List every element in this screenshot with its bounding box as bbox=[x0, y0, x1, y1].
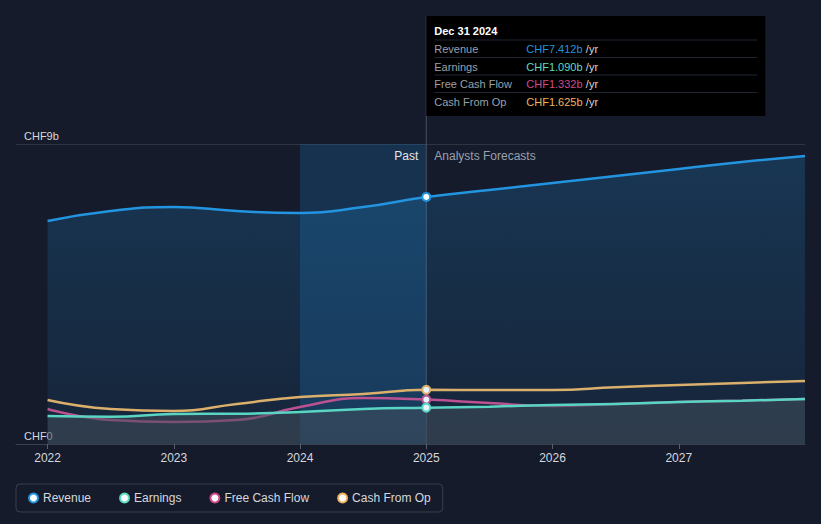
svg-text:2024: 2024 bbox=[287, 451, 314, 465]
svg-text:/yr: /yr bbox=[586, 61, 599, 73]
svg-text:Revenue: Revenue bbox=[434, 43, 478, 55]
svg-text:/yr: /yr bbox=[586, 43, 599, 55]
svg-text:Free Cash Flow: Free Cash Flow bbox=[224, 491, 309, 505]
svg-text:CHF9b: CHF9b bbox=[24, 130, 59, 142]
svg-text:CHF1.332b: CHF1.332b bbox=[526, 78, 582, 90]
svg-text:Past: Past bbox=[394, 149, 419, 163]
svg-text:2025: 2025 bbox=[413, 451, 440, 465]
svg-text:Earnings: Earnings bbox=[134, 491, 181, 505]
svg-text:CHF1.625b: CHF1.625b bbox=[526, 96, 582, 108]
svg-text:2027: 2027 bbox=[665, 451, 692, 465]
svg-text:2022: 2022 bbox=[34, 451, 61, 465]
svg-text:Earnings: Earnings bbox=[434, 61, 478, 73]
svg-text:Cash From Op: Cash From Op bbox=[352, 491, 431, 505]
svg-text:/yr: /yr bbox=[586, 96, 599, 108]
svg-text:2023: 2023 bbox=[160, 451, 187, 465]
svg-text:Dec 31 2024: Dec 31 2024 bbox=[434, 25, 498, 37]
svg-text:CHF1.090b: CHF1.090b bbox=[526, 61, 582, 73]
svg-text:Analysts Forecasts: Analysts Forecasts bbox=[434, 149, 535, 163]
svg-text:Cash From Op: Cash From Op bbox=[434, 96, 506, 108]
svg-text:Free Cash Flow: Free Cash Flow bbox=[434, 78, 512, 90]
svg-text:Revenue: Revenue bbox=[43, 491, 91, 505]
svg-text:/yr: /yr bbox=[586, 78, 599, 90]
svg-text:CHF0: CHF0 bbox=[24, 429, 53, 442]
svg-text:CHF7.412b: CHF7.412b bbox=[526, 43, 582, 55]
svg-text:2026: 2026 bbox=[539, 451, 566, 465]
